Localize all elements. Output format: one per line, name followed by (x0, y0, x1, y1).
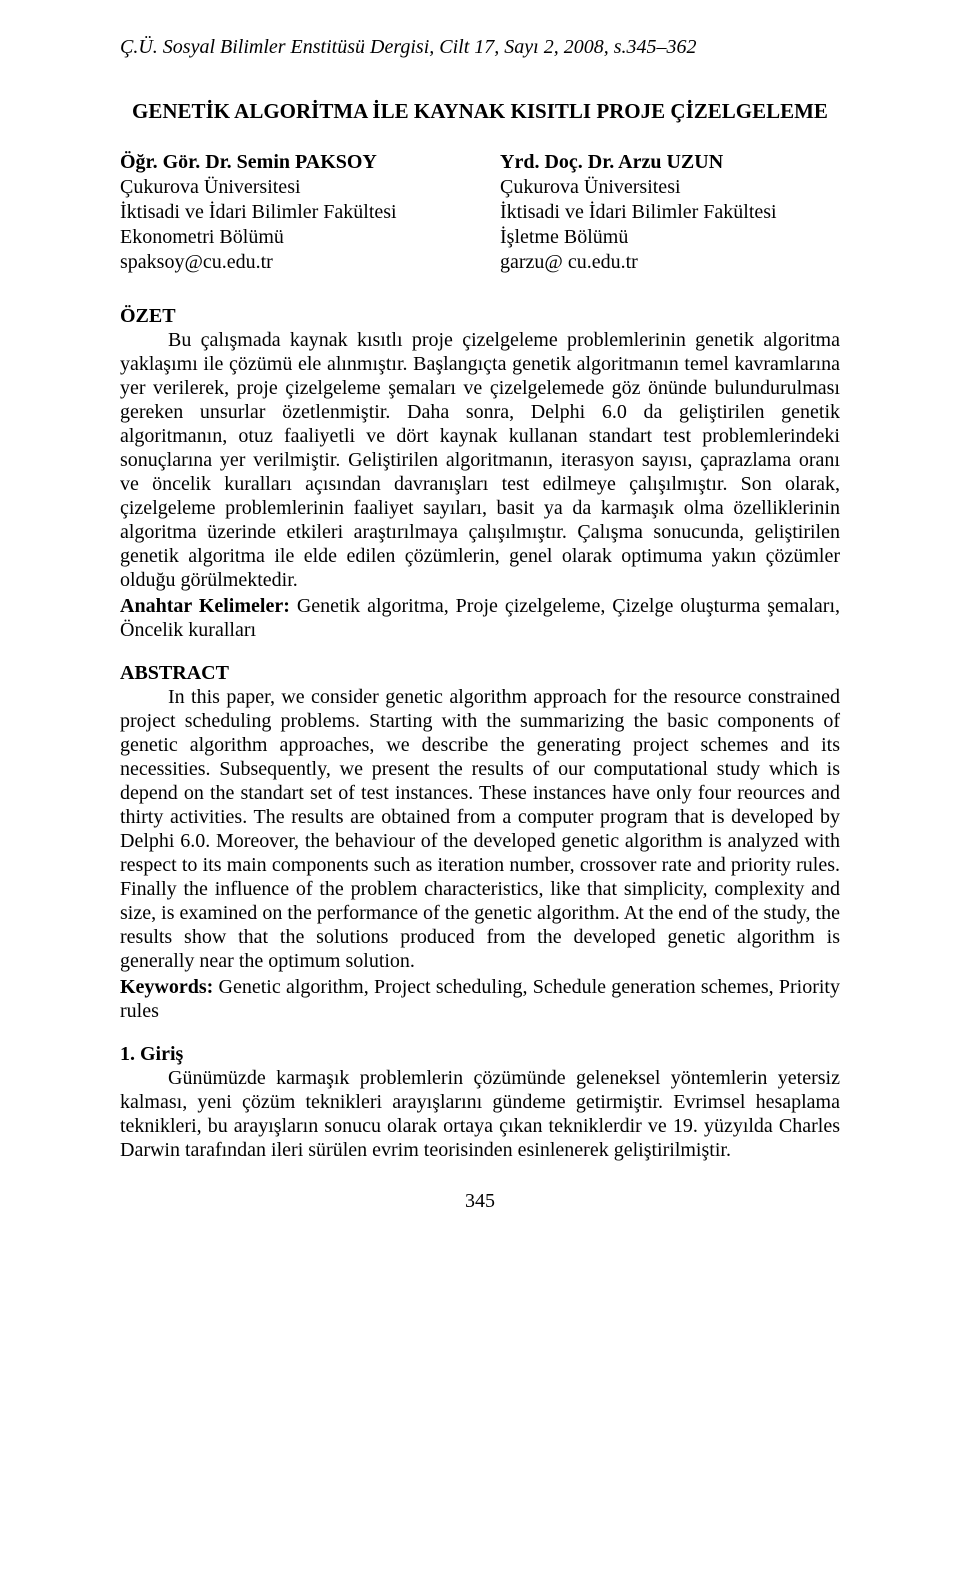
author-left-affiliation-2: İktisadi ve İdari Bilimler Fakültesi (120, 200, 460, 225)
author-left-affiliation-3: Ekonometri Bölümü (120, 225, 460, 250)
abstract-keywords: Keywords: Genetic algorithm, Project sch… (120, 975, 840, 1023)
author-left-email: spaksoy@cu.edu.tr (120, 250, 460, 275)
abstract-body: In this paper, we consider genetic algor… (120, 685, 840, 973)
author-right-affiliation-2: İktisadi ve İdari Bilimler Fakültesi (500, 200, 840, 225)
section1-body: Günümüzde karmaşık problemlerin çözümünd… (120, 1066, 840, 1162)
author-right-name: Yrd. Doç. Dr. Arzu UZUN (500, 150, 840, 175)
author-right-affiliation-1: Çukurova Üniversitesi (500, 175, 840, 200)
author-left-name: Öğr. Gör. Dr. Semin PAKSOY (120, 150, 460, 175)
abstract-heading: ABSTRACT (120, 662, 840, 685)
ozet-keywords: Anahtar Kelimeler: Genetik algoritma, Pr… (120, 594, 840, 642)
document-page: Ç.Ü. Sosyal Bilimler Enstitüsü Dergisi, … (0, 0, 960, 1253)
authors-row: Öğr. Gör. Dr. Semin PAKSOY Çukurova Üniv… (120, 150, 840, 275)
abstract-keywords-label: Keywords: (120, 976, 213, 998)
author-right-email: garzu@ cu.edu.tr (500, 250, 840, 275)
author-left: Öğr. Gör. Dr. Semin PAKSOY Çukurova Üniv… (120, 150, 460, 275)
author-right: Yrd. Doç. Dr. Arzu UZUN Çukurova Ünivers… (500, 150, 840, 275)
article-title: GENETİK ALGORİTMA İLE KAYNAK KISITLI PRO… (120, 99, 840, 124)
abstract-keywords-text: Genetic algorithm, Project scheduling, S… (120, 976, 840, 1022)
ozet-heading: ÖZET (120, 305, 840, 328)
ozet-body: Bu çalışmada kaynak kısıtlı proje çizelg… (120, 328, 840, 592)
section1-heading: 1. Giriş (120, 1043, 840, 1066)
journal-header: Ç.Ü. Sosyal Bilimler Enstitüsü Dergisi, … (120, 36, 840, 59)
page-number: 345 (120, 1190, 840, 1213)
author-left-affiliation-1: Çukurova Üniversitesi (120, 175, 460, 200)
author-right-affiliation-3: İşletme Bölümü (500, 225, 840, 250)
ozet-keywords-label: Anahtar Kelimeler: (120, 595, 290, 617)
